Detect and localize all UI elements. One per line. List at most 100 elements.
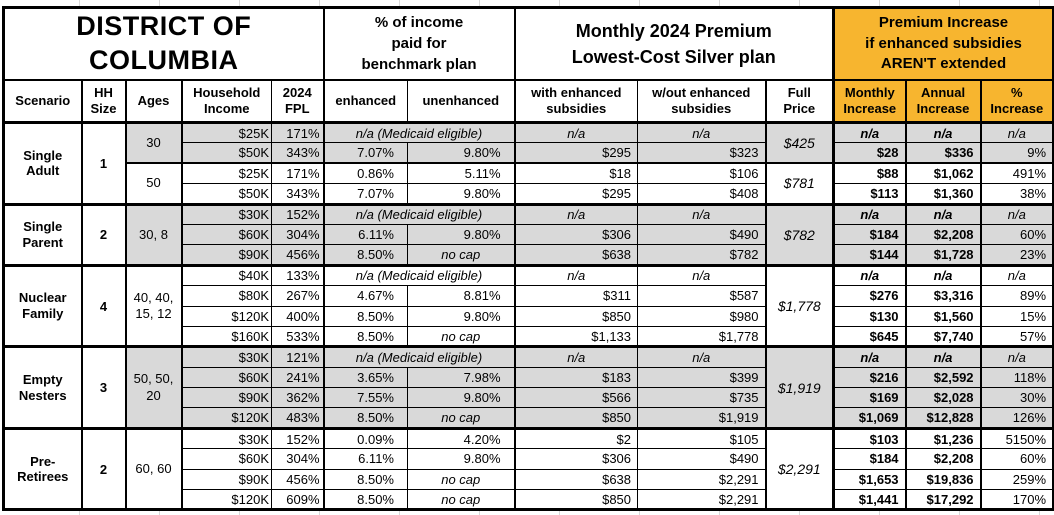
enhanced-pct-cell: 0.86% xyxy=(322,162,408,185)
income-cell: $60K xyxy=(180,223,272,246)
with-subsidies-cell: $638 xyxy=(513,468,639,491)
fpl-cell: 171% xyxy=(271,162,324,185)
enhanced-pct-cell: 8.50% xyxy=(322,489,408,511)
without-subsidies-cell: $587 xyxy=(637,285,767,307)
enhanced-pct-cell: 4.67% xyxy=(322,285,408,307)
enhanced-pct-cell: 8.50% xyxy=(322,325,408,348)
pct-increase-cell: 57% xyxy=(979,325,1054,348)
pct-increase-cell: 60% xyxy=(979,223,1054,246)
table-row: $160K 533% 8.50% no cap $1,133 $1,778 $645 $7,7… xyxy=(4,325,1054,348)
unenhanced-pct-cell: 9.80% xyxy=(406,142,516,164)
with-subsidies-cell: n/a xyxy=(513,120,639,144)
without-subsidies-cell: $782 xyxy=(637,244,767,266)
table-row: Nuclear Family 4 40, 40, 15, 12 $40K 133% n/a… xyxy=(3,263,1054,348)
enhanced-pct-cell: 7.07% xyxy=(322,142,408,164)
table-row: $60K 304% 6.11% 9.80% $306 $490 $184 $2,208 60% xyxy=(4,223,1054,246)
table-row: Single Parent 2 30, 8 $30K 152% n/a (Medicaid… xyxy=(3,202,1054,266)
annual-increase-cell: $2,592 xyxy=(904,366,982,389)
annual-increase-cell: $2,028 xyxy=(904,387,982,409)
without-subsidies-cell: $408 xyxy=(637,183,767,205)
income-cell: $40K xyxy=(180,263,272,287)
table-row: $50K 343% 7.07% 9.80% $295 $323 $28 $336 9% xyxy=(4,142,1054,164)
without-subsidies-cell: $2,291 xyxy=(637,468,767,491)
income-cell: $90K xyxy=(180,387,272,409)
table-row: $90K 362% 7.55% 9.80% $566 $735 $169 $2,028 30% xyxy=(4,387,1054,409)
annual-increase-cell: $336 xyxy=(904,142,982,164)
full-price-cell: $1,919 xyxy=(764,345,835,429)
income-cell: $30K xyxy=(180,345,272,368)
without-subsidies-cell: n/a xyxy=(637,120,767,144)
fpl-cell: 304% xyxy=(271,448,324,470)
without-subsidies-cell: $399 xyxy=(637,366,767,389)
without-subsidies-cell: $323 xyxy=(637,142,767,164)
income-cell: $120K xyxy=(180,407,272,429)
table-body: Single Adult 1 30 $25K 171% n/a (Medicaid eli… xyxy=(3,120,1054,511)
enhanced-pct-cell: 8.50% xyxy=(322,305,408,327)
benchmark-section-header: % of income paid for benchmark plan xyxy=(322,7,516,81)
pct-increase-cell: n/a xyxy=(979,202,1054,225)
monthly-increase-cell: $88 xyxy=(832,162,907,185)
table-row: Empty Nesters 3 50, 50, 20 $30K 121% n/a (Med… xyxy=(3,345,1054,429)
monthly-increase-cell: $645 xyxy=(832,325,907,348)
col-header-enhanced: enhanced xyxy=(322,79,408,124)
without-subsidies-cell: n/a xyxy=(637,202,767,225)
annual-increase-cell: n/a xyxy=(904,120,982,144)
annual-increase-cell: $1,728 xyxy=(904,244,982,266)
income-cell: $90K xyxy=(180,468,272,491)
fpl-cell: 343% xyxy=(271,183,324,205)
pct-increase-cell: 23% xyxy=(979,244,1054,266)
unenhanced-pct-cell: no cap xyxy=(406,407,516,429)
monthly-increase-cell: $1,069 xyxy=(832,407,907,429)
fpl-cell: 267% xyxy=(271,285,324,307)
income-cell: $30K xyxy=(180,426,272,450)
unenhanced-pct-cell: no cap xyxy=(406,468,516,491)
income-cell: $120K xyxy=(180,489,272,511)
annual-increase-cell: n/a xyxy=(904,202,982,225)
fpl-cell: 152% xyxy=(271,202,324,225)
income-cell: $30K xyxy=(180,202,272,225)
unenhanced-pct-cell: 9.80% xyxy=(406,183,516,205)
monthly-increase-cell: n/a xyxy=(832,345,907,368)
monthly-increase-cell: n/a xyxy=(832,120,907,144)
ages-cell: 60, 60 xyxy=(124,426,182,511)
fpl-cell: 400% xyxy=(271,305,324,327)
pct-increase-cell: 89% xyxy=(979,285,1054,307)
unenhanced-pct-cell: no cap xyxy=(406,489,516,511)
col-header-scenario: Scenario xyxy=(3,79,82,124)
without-subsidies-cell: $1,919 xyxy=(637,407,767,429)
scenario-cell: Single Parent xyxy=(3,202,82,266)
fpl-cell: 456% xyxy=(271,468,324,491)
annual-increase-cell: $12,828 xyxy=(904,407,982,429)
annual-increase-cell: $7,740 xyxy=(904,325,982,348)
pct-increase-cell: 259% xyxy=(979,468,1054,491)
with-subsidies-cell: $306 xyxy=(513,448,639,470)
pct-increase-cell: n/a xyxy=(979,263,1054,287)
monthly-increase-cell: $1,441 xyxy=(832,489,907,511)
enhanced-pct-cell: 8.50% xyxy=(322,468,408,491)
table-row: $120K 400% 8.50% 9.80% $850 $980 $130 $1,560 15% xyxy=(4,305,1054,327)
annual-increase-cell: $19,836 xyxy=(904,468,982,491)
income-cell: $50K xyxy=(180,142,272,164)
medicaid-note-cell: n/a (Medicaid eligible) xyxy=(322,263,516,287)
medicaid-note-cell: n/a (Medicaid eligible) xyxy=(322,345,516,368)
hh-size-cell: 3 xyxy=(80,345,126,429)
enhanced-pct-cell: 0.09% xyxy=(322,426,408,450)
with-subsidies-cell: n/a xyxy=(513,202,639,225)
fpl-cell: 609% xyxy=(271,489,324,511)
premium-table: DISTRICT OF COLUMBIA % of income paid fo… xyxy=(2,6,1054,512)
pct-increase-cell: 30% xyxy=(979,387,1054,409)
col-header-full-price: Full Price xyxy=(764,79,835,124)
table-row: $90K 456% 8.50% no cap $638 $782 $144 $1,728 23% xyxy=(4,244,1054,266)
ages-cell: 30, 8 xyxy=(124,202,182,266)
table-row: 50 $25K 171% 0.86% 5.11% $18 $106 $781 $88 $1,062… xyxy=(4,162,1054,205)
with-subsidies-cell: $1,133 xyxy=(513,325,639,348)
ages-cell: 40, 40, 15, 12 xyxy=(124,263,182,348)
without-subsidies-cell: n/a xyxy=(637,345,767,368)
monthly-increase-cell: $130 xyxy=(832,305,907,327)
income-cell: $120K xyxy=(180,305,272,327)
table-row: $60K 241% 3.65% 7.98% $183 $399 $216 $2,592 118% xyxy=(4,366,1054,389)
fpl-cell: 483% xyxy=(271,407,324,429)
monthly-increase-cell: $184 xyxy=(832,448,907,470)
income-cell: $25K xyxy=(180,120,272,144)
